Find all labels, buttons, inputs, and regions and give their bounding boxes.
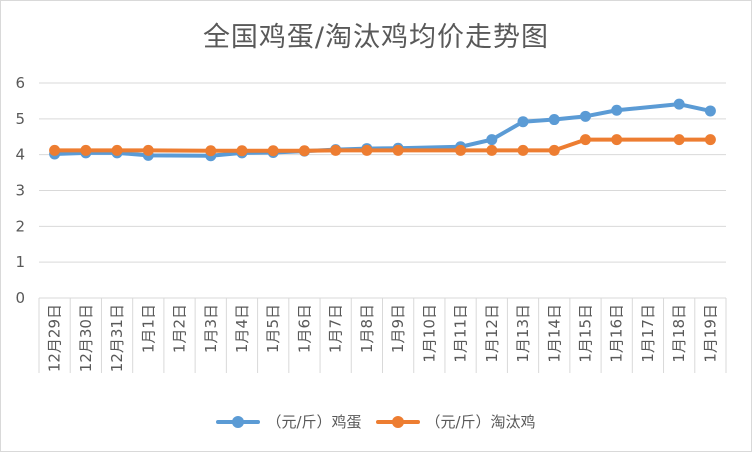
series-point-0 [517,116,529,128]
series-point-1 [579,134,591,146]
series-point-1 [361,144,373,156]
series-point-1 [517,144,529,156]
y-tick-label: 3 [15,182,25,200]
x-tick-label: 1月3日 [202,304,220,353]
x-tick-label: 12月30日 [77,304,95,372]
series-point-0 [548,114,560,126]
y-tick-label: 2 [15,217,25,235]
series-point-1 [455,144,467,156]
legend-item-hen: （元/斤）淘汰鸡 [375,411,536,432]
series-point-1 [142,144,154,156]
series-point-1 [267,145,279,157]
legend-item-egg: （元/斤）鸡蛋 [216,411,362,432]
series-point-1 [236,145,248,157]
series-point-1 [611,134,623,146]
series-point-1 [392,144,404,156]
x-tick-label: 1月5日 [264,304,282,353]
series-point-1 [673,134,685,146]
series-point-1 [486,144,498,156]
series-point-0 [704,105,716,117]
series-point-0 [673,98,685,110]
series-point-0 [486,134,498,146]
x-tick-label: 1月13日 [514,304,532,363]
x-tick-label: 1月18日 [670,304,688,363]
legend-swatch-egg [216,414,261,430]
series-point-0 [611,104,623,116]
x-tick-label: 12月29日 [46,304,64,372]
x-tick-label: 1月11日 [452,304,470,363]
series-point-1 [49,144,61,156]
y-tick-label: 4 [15,146,25,164]
series-point-1 [548,144,560,156]
x-tick-label: 1月14日 [545,304,563,363]
legend-label-egg: （元/斤）鸡蛋 [266,413,362,431]
x-tick-label: 1月4日 [233,304,251,353]
legend-swatch-hen [375,414,420,430]
x-tick-label: 1月10日 [420,304,438,363]
x-tick-label: 1月12日 [483,304,501,363]
series-point-1 [205,145,217,157]
x-tick-label: 1月1日 [139,304,157,353]
y-tick-label: 1 [15,253,25,271]
x-tick-label: 1月16日 [608,304,626,363]
series-point-1 [111,144,123,156]
x-tick-label: 1月8日 [358,304,376,353]
y-tick-label: 5 [15,110,25,128]
series-point-1 [330,144,342,156]
chart-title: 全国鸡蛋/淘汰鸡均价走势图 [202,22,550,53]
legend: （元/斤）鸡蛋 （元/斤）淘汰鸡 [1,411,751,432]
series-point-1 [80,144,92,156]
x-tick-label: 1月2日 [171,304,189,353]
x-tick-label: 1月7日 [327,304,345,353]
x-tick-label: 1月15日 [576,304,594,363]
y-tick-label: 6 [15,74,25,92]
x-tick-label: 1月9日 [389,304,407,353]
x-tick-label: 1月17日 [639,304,657,363]
y-tick-label: 0 [15,289,25,307]
x-tick-label: 1月19日 [701,304,719,363]
x-tick-label: 1月6日 [295,304,313,353]
series-point-1 [298,145,310,157]
x-tick-label: 12月31日 [108,304,126,372]
series-point-1 [704,134,716,146]
legend-label-hen: （元/斤）淘汰鸡 [425,413,536,431]
series-point-0 [579,110,591,122]
